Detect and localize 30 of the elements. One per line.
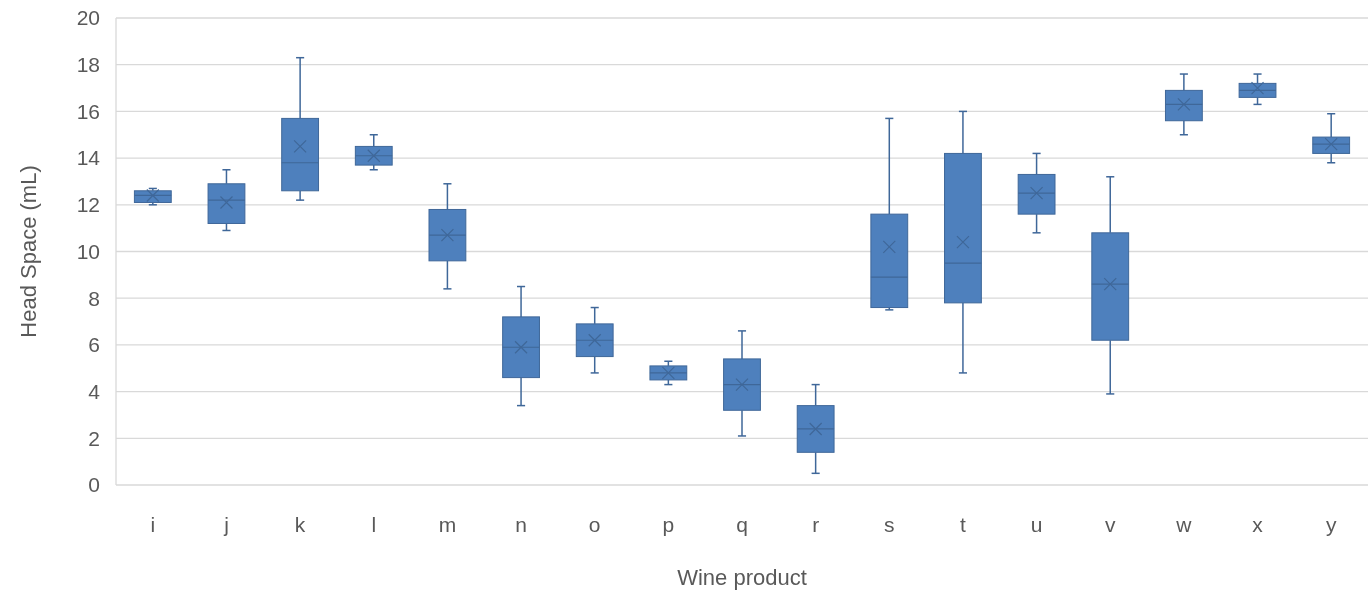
y-tick-label: 2: [88, 426, 100, 450]
x-tick-label: i: [150, 513, 156, 536]
y-tick-label: 4: [88, 379, 101, 403]
y-tick-label: 10: [76, 239, 100, 263]
x-tick-label: k: [294, 513, 306, 536]
x-axis-title: Wine product: [677, 565, 807, 590]
y-tick-label: 20: [76, 6, 100, 30]
x-tick-label: w: [1175, 513, 1193, 536]
x-tick-label: s: [884, 513, 895, 536]
x-tick-label: o: [588, 513, 601, 536]
x-tick-label: t: [960, 513, 967, 536]
x-tick-label: n: [515, 513, 527, 536]
y-tick-label: 18: [76, 53, 100, 77]
x-tick-label: q: [736, 513, 748, 536]
x-tick-label: x: [1252, 513, 1264, 536]
y-tick-label: 6: [88, 333, 100, 357]
x-tick-label: u: [1030, 513, 1043, 536]
y-tick-label: 14: [76, 146, 101, 170]
y-tick-label: 16: [76, 99, 100, 123]
y-axis-title: Head Space (mL): [16, 165, 41, 338]
x-tick-label: r: [812, 513, 820, 536]
x-tick-label: j: [223, 513, 229, 536]
y-tick-label: 8: [88, 286, 100, 310]
x-tick-label: l: [371, 513, 377, 536]
x-tick-label: y: [1325, 513, 1337, 536]
x-tick-label: p: [662, 513, 675, 536]
x-tick-label: m: [438, 513, 457, 536]
y-tick-label: 12: [76, 193, 100, 217]
y-tick-label: 0: [88, 473, 100, 497]
x-tick-label: v: [1104, 513, 1116, 536]
